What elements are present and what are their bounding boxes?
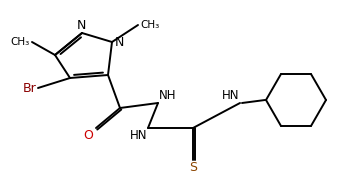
Text: Br: Br — [22, 81, 36, 94]
Text: HN: HN — [130, 129, 147, 142]
Text: N: N — [115, 36, 124, 48]
Text: NH: NH — [159, 89, 177, 102]
Text: CH₃: CH₃ — [11, 37, 30, 47]
Text: N: N — [76, 19, 86, 32]
Text: O: O — [83, 129, 93, 142]
Text: S: S — [189, 161, 197, 174]
Text: HN: HN — [221, 89, 239, 102]
Text: CH₃: CH₃ — [140, 20, 159, 30]
